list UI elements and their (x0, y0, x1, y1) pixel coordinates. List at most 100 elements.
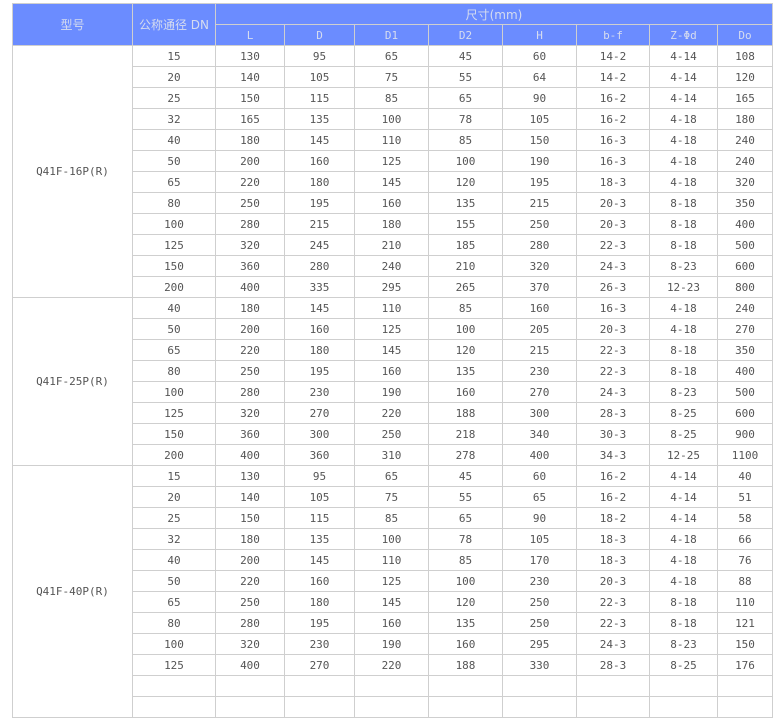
table-row: 25 150 115 85 65 90 16-2 4-14 165 (13, 87, 773, 109)
dimension-cell: 360 (215, 423, 285, 445)
dn-cell: 15 (132, 45, 216, 67)
dimension-cell: 278 (428, 444, 503, 466)
dn-cell: 65 (132, 591, 216, 613)
dimension-cell: 145 (284, 549, 355, 571)
dimension-cell: 400 (215, 654, 285, 676)
dimension-cell: 4-18 (649, 108, 718, 130)
dimension-cell: 145 (354, 171, 429, 193)
dimension-cell: 600 (717, 255, 773, 277)
dimension-cell: 320 (215, 633, 285, 655)
dimension-cell: 12-23 (649, 276, 718, 298)
dimension-cell: 40 (717, 465, 773, 487)
dimension-cell: 165 (215, 108, 285, 130)
dimension-cell: 180 (717, 108, 773, 130)
dimension-cell: 24-3 (576, 633, 650, 655)
dimension-cell: 20-3 (576, 570, 650, 592)
dimension-cell: 4-18 (649, 528, 718, 550)
dimension-cell: 8-18 (649, 360, 718, 382)
dn-cell: 65 (132, 339, 216, 361)
dimension-cell: 135 (428, 612, 503, 634)
dimension-cell: 250 (502, 213, 577, 235)
dimension-cell: 120 (717, 66, 773, 88)
dimension-cell: 240 (354, 255, 429, 277)
dimension-cell (428, 696, 503, 718)
dimension-cell: 500 (717, 234, 773, 256)
dimension-cell: 55 (428, 66, 503, 88)
dimension-cell: 220 (215, 339, 285, 361)
dimension-cell: 24-3 (576, 255, 650, 277)
dn-cell: 32 (132, 528, 216, 550)
dimension-cell: 350 (717, 192, 773, 214)
dn-cell: 50 (132, 150, 216, 172)
dimension-cell: 4-14 (649, 45, 718, 67)
dimension-cell: 1100 (717, 444, 773, 466)
dn-cell: 40 (132, 129, 216, 151)
dn-cell: 200 (132, 444, 216, 466)
dimension-cell: 8-18 (649, 612, 718, 634)
dn-cell: 100 (132, 381, 216, 403)
dimension-cell: 8-18 (649, 591, 718, 613)
dimension-cell: 85 (428, 297, 503, 319)
dimension-cell: 30-3 (576, 423, 650, 445)
dimension-cell: 180 (284, 171, 355, 193)
dimension-cell: 120 (428, 339, 503, 361)
dn-cell: 80 (132, 360, 216, 382)
dimension-cell: 160 (284, 150, 355, 172)
dimension-cell (576, 696, 650, 718)
dimension-cell: 190 (354, 381, 429, 403)
dimension-cell: 250 (502, 612, 577, 634)
dn-cell: 80 (132, 612, 216, 634)
dimension-cell: 160 (428, 381, 503, 403)
dimension-cell: 270 (717, 318, 773, 340)
dimension-cell: 95 (284, 45, 355, 67)
dimension-cell: 280 (284, 255, 355, 277)
dimension-cell: 300 (284, 423, 355, 445)
table-row: 125 320 245 210 185 280 22-3 8-18 500 (13, 234, 773, 256)
dimension-cell: 8-25 (649, 423, 718, 445)
dimension-cell: 110 (717, 591, 773, 613)
dimension-cell: 400 (215, 276, 285, 298)
dimension-cell: 20-3 (576, 192, 650, 214)
dimension-cell: 220 (354, 654, 429, 676)
dimension-cell: 200 (215, 318, 285, 340)
dimension-cell: 4-14 (649, 87, 718, 109)
dimension-cell: 16-2 (576, 108, 650, 130)
dimension-cell: 180 (215, 528, 285, 550)
table-row: 125 400 270 220 188 330 28-3 8-25 176 (13, 654, 773, 676)
dn-cell: 32 (132, 108, 216, 130)
dimension-cell: 8-23 (649, 255, 718, 277)
dimension-cell: 400 (215, 444, 285, 466)
dimension-cell: 65 (502, 486, 577, 508)
dimension-cell: 400 (717, 360, 773, 382)
dimension-cell: 160 (284, 318, 355, 340)
dimension-cell: 8-18 (649, 192, 718, 214)
dimension-cell: 22-3 (576, 339, 650, 361)
dimension-cell: 310 (354, 444, 429, 466)
dimension-cell: 100 (354, 528, 429, 550)
dimension-cell (502, 696, 577, 718)
dimension-cell: 250 (502, 591, 577, 613)
dimension-cell: 135 (284, 528, 355, 550)
dimension-cell: 800 (717, 276, 773, 298)
dimension-cell: 150 (717, 633, 773, 655)
dimension-cell: 120 (428, 171, 503, 193)
dimension-cell: 145 (354, 339, 429, 361)
dimension-cell: 220 (354, 402, 429, 424)
dimension-cell: 121 (717, 612, 773, 634)
dimension-cell: 110 (354, 549, 429, 571)
dn-cell: 125 (132, 402, 216, 424)
dimension-cell: 4-18 (649, 129, 718, 151)
column-header: Z-Φd (649, 24, 718, 46)
dimension-cell: 218 (428, 423, 503, 445)
table-row: 25 150 115 85 65 90 18-2 4-14 58 (13, 507, 773, 529)
table-row: Q41F-25P(R) 40 180 145 110 85 160 16-3 4-18 240 (12, 297, 773, 466)
dimension-cell: 145 (284, 129, 355, 151)
dimension-cell: 200 (215, 150, 285, 172)
table-row: 200 400 360 310 278 400 34-3 12-25 1100 (13, 444, 773, 466)
dimension-cell: 195 (284, 360, 355, 382)
column-header: b-f (576, 24, 650, 46)
dimension-cell: 230 (284, 633, 355, 655)
dimension-cell: 155 (428, 213, 503, 235)
column-header: Do (717, 24, 773, 46)
dimension-cell: 115 (284, 507, 355, 529)
